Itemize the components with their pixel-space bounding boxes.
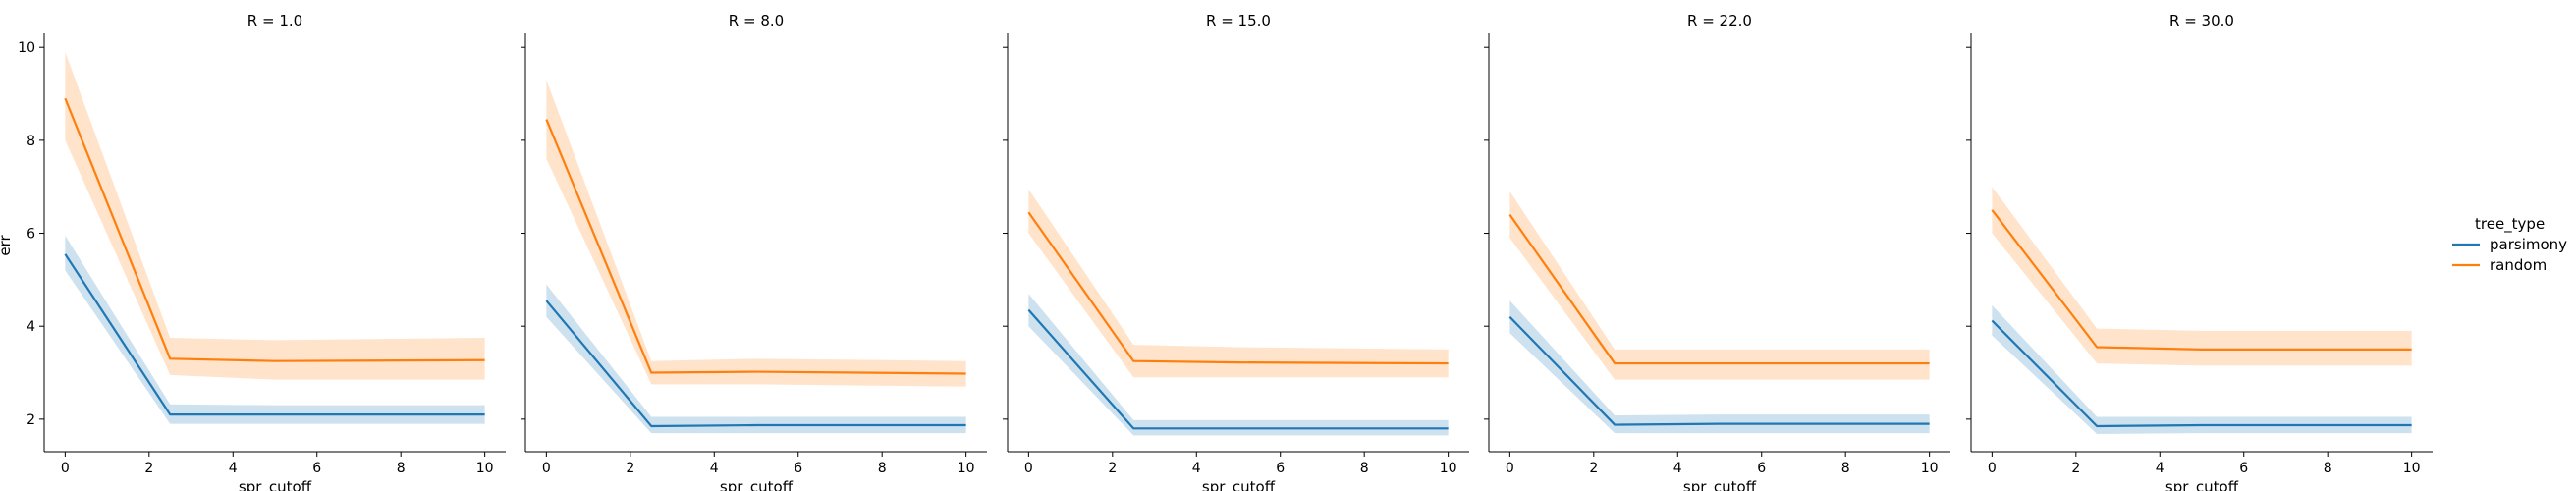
confidence-band-parsimony	[1992, 304, 2412, 435]
series-line-random	[64, 97, 485, 362]
y-tick-label: 4	[27, 319, 35, 335]
x-axis-label: spr_cutoff	[720, 478, 794, 491]
confidence-band-parsimony	[1028, 294, 1449, 436]
facet-panel: R = 22.0 0 2 4 6 8 10 spr_cutoff	[1484, 12, 1950, 491]
x-axis-label: spr_cutoff	[239, 478, 312, 491]
x-tick-label: 2	[2071, 461, 2080, 476]
x-tick-label: 4	[2156, 461, 2165, 476]
x-axis-label: spr_cutoff	[2165, 478, 2239, 491]
series-line-parsimony	[1027, 308, 1449, 430]
x-tick-label: 8	[2324, 461, 2332, 476]
confidence-band-random	[546, 80, 966, 387]
series-line-random	[545, 119, 966, 375]
x-tick-label: 6	[1276, 461, 1285, 476]
x-tick-label: 2	[1589, 461, 1598, 476]
panel-title: R = 8.0	[729, 12, 784, 29]
confidence-band-random	[1028, 189, 1449, 378]
confidence-band-random	[1509, 191, 1930, 380]
x-tick-label: 8	[1360, 461, 1369, 476]
confidence-band-parsimony	[546, 284, 966, 434]
series-line-random	[1508, 213, 1930, 365]
series-line-parsimony	[1991, 319, 2412, 428]
y-tick-label: 8	[27, 134, 35, 149]
x-tick-label: 10	[958, 461, 975, 476]
series-line-parsimony	[545, 300, 966, 428]
x-tick-label: 0	[61, 461, 70, 476]
confidence-band-parsimony	[1509, 300, 1930, 434]
series-line-random	[1027, 211, 1449, 365]
x-tick-label: 0	[1024, 461, 1033, 476]
legend-entry: random	[2490, 256, 2547, 274]
x-tick-label: 6	[794, 461, 802, 476]
panel-title: R = 1.0	[247, 12, 302, 29]
panel-title: R = 15.0	[1206, 12, 1271, 29]
legend: tree_type parsimony random	[2452, 215, 2567, 274]
confidence-band-random	[1992, 187, 2412, 366]
x-tick-label: 4	[1673, 461, 1682, 476]
y-tick-label: 6	[27, 227, 35, 243]
y-tick-label: 10	[18, 40, 35, 56]
x-tick-label: 4	[1192, 461, 1201, 476]
facet-panel: R = 1.0 2 4 6 8 10 0 2 4 6 8 10 spr_cutoff	[18, 12, 506, 491]
x-tick-label: 6	[2239, 461, 2248, 476]
x-tick-label: 4	[710, 461, 719, 476]
facet-panel: R = 30.0 0 2 4 6 8 10 spr_cutoff	[1966, 12, 2433, 491]
x-tick-label: 4	[229, 461, 238, 476]
series-line-random	[1991, 209, 2412, 351]
y-axis-label: err	[0, 235, 14, 256]
panel-title: R = 30.0	[2169, 12, 2234, 29]
x-tick-label: 0	[542, 461, 551, 476]
facet-panel: R = 15.0 0 2 4 6 8 10 spr_cutoff	[1003, 12, 1469, 491]
x-axis-label: spr_cutoff	[1202, 478, 1276, 491]
series-line-parsimony	[1508, 315, 1930, 426]
x-tick-label: 8	[878, 461, 887, 476]
x-tick-label: 10	[1921, 461, 1939, 476]
legend-entry: parsimony	[2490, 236, 2567, 253]
x-tick-label: 6	[312, 461, 321, 476]
x-tick-label: 8	[1841, 461, 1850, 476]
x-tick-label: 10	[1440, 461, 1457, 476]
x-tick-label: 0	[1506, 461, 1514, 476]
x-tick-label: 2	[1108, 461, 1117, 476]
x-tick-label: 2	[626, 461, 634, 476]
x-tick-label: 2	[144, 461, 153, 476]
series-line-parsimony	[64, 253, 485, 416]
y-tick-label: 2	[27, 412, 35, 428]
panel-title: R = 22.0	[1687, 12, 1752, 29]
x-tick-label: 10	[2403, 461, 2421, 476]
x-tick-label: 6	[1757, 461, 1766, 476]
legend-title: tree_type	[2475, 215, 2545, 234]
x-axis-label: spr_cutoff	[1683, 478, 1757, 491]
confidence-band-random	[65, 51, 485, 380]
x-tick-label: 0	[1988, 461, 1997, 476]
x-tick-label: 10	[476, 461, 494, 476]
x-tick-label: 8	[397, 461, 406, 476]
facet-panel: R = 8.0 0 2 4 6 8 10 spr_cutoff	[521, 12, 987, 491]
